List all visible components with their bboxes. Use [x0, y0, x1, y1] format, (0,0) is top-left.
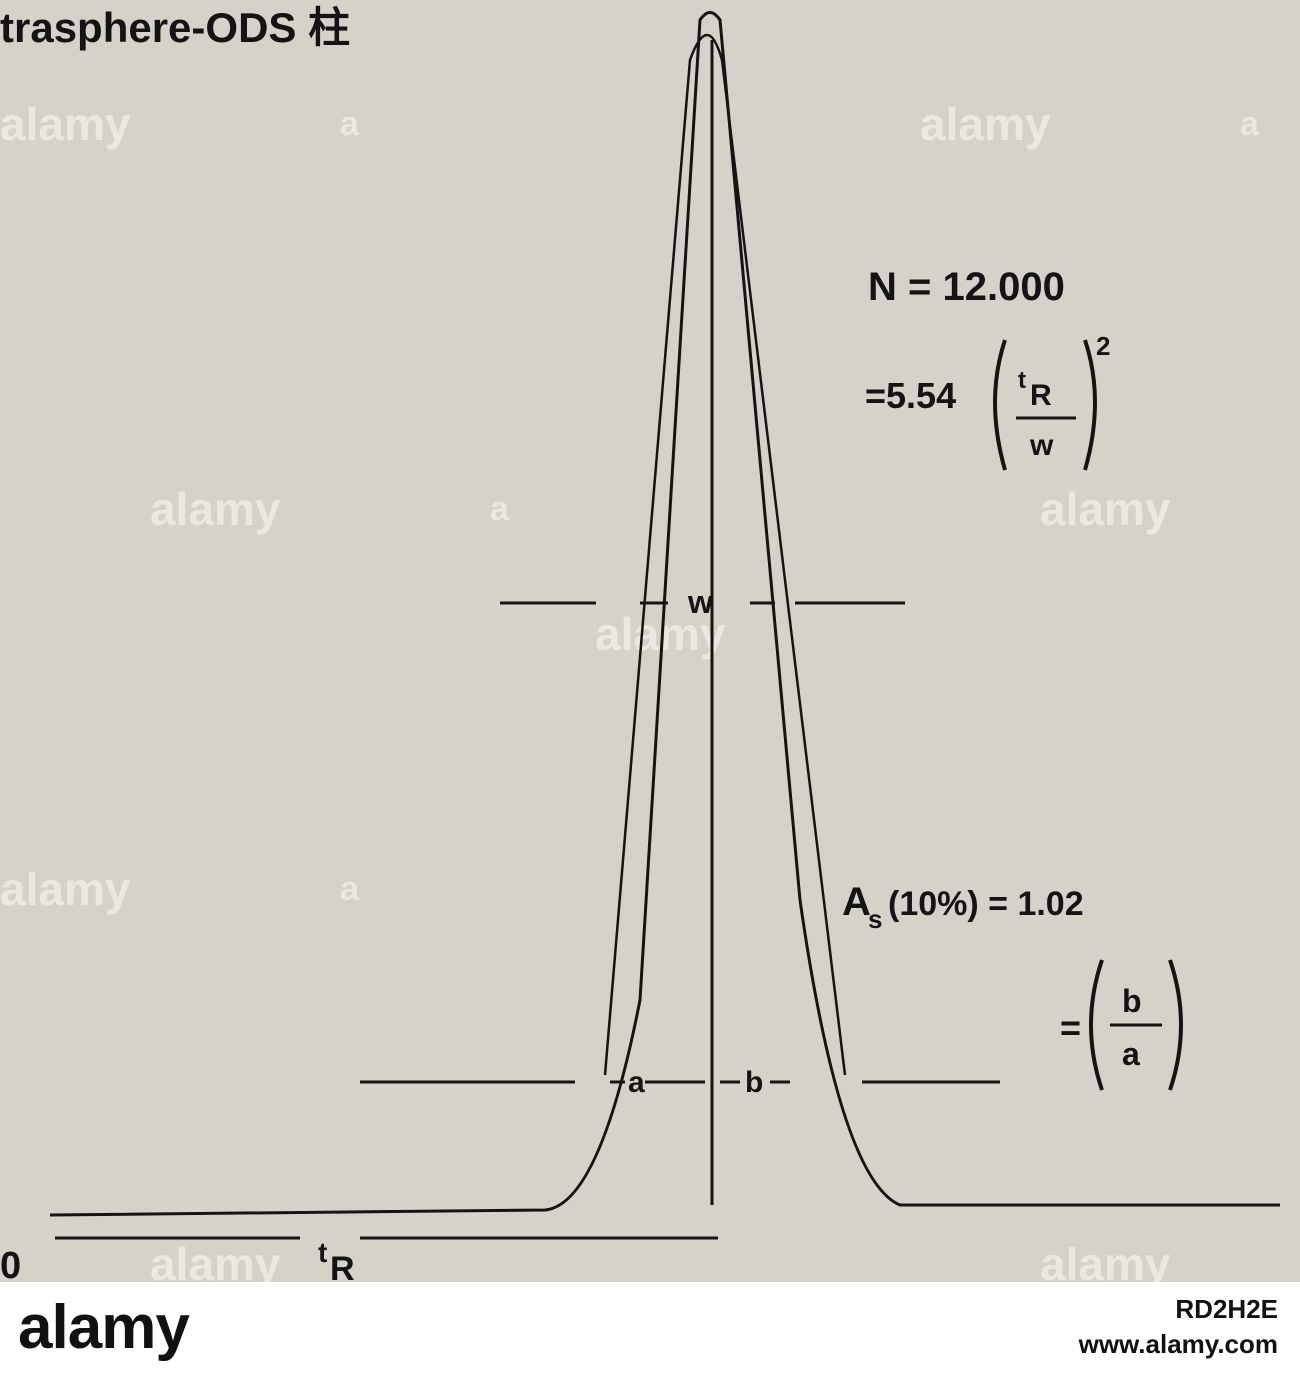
scanned-figure-background [0, 0, 1300, 1282]
tR-axis-symbol: t [318, 1237, 327, 1268]
ratio-left-paren [1089, 959, 1104, 1091]
formula-exponent: 2 [1096, 331, 1110, 361]
chromatogram-peak-curve [49, 11, 1280, 1217]
watermark-letter: a [340, 105, 360, 143]
stock-photo-footer: alamy RD2H2E www.alamy.com [0, 1282, 1300, 1376]
watermark-text: alamy [1040, 483, 1171, 535]
tR-axis-subscript: R [330, 1250, 355, 1282]
formula-right-paren [1083, 339, 1097, 471]
footer-site-url[interactable]: www.alamy.com [1078, 1329, 1278, 1359]
b-marker-label: b [745, 1066, 763, 1099]
watermark-text: alamy [150, 483, 281, 535]
formula-left-paren [993, 339, 1007, 471]
origin-label: 0 [0, 1245, 21, 1282]
footer-id-block: RD2H2E www.alamy.com [1079, 1294, 1278, 1360]
watermark-letter: a [1240, 105, 1260, 143]
ratio-right-paren [1168, 959, 1183, 1091]
watermark-letter: a [340, 870, 360, 908]
plate-count-label: N = 12.000 [868, 265, 1065, 309]
footer-image-id: RD2H2E [1175, 1294, 1278, 1324]
footer-logo: alamy [18, 1293, 190, 1362]
ratio-denominator: a [1122, 1036, 1140, 1072]
formula-tR-symbol: t [1018, 367, 1026, 394]
w-marker-label: w [687, 584, 713, 620]
watermark-text: alamy [150, 1238, 281, 1282]
watermark-text: alamy [920, 98, 1051, 150]
ratio-numerator: b [1122, 983, 1142, 1019]
formula-tR-subscript: R [1030, 379, 1052, 412]
formula-w-symbol: w [1029, 429, 1054, 462]
watermark-layer: alamy a alamy a alamy a alamy alamy alam… [0, 98, 1260, 1282]
watermark-text: alamy [0, 98, 131, 150]
asymmetry-value: (10%) = 1.02 [888, 885, 1084, 923]
asymmetry-subscript: s [868, 904, 882, 934]
chromatogram-figure: alamy a alamy a alamy a alamy alamy alam… [0, 4, 1280, 1282]
peak-inner-envelope [603, 34, 847, 1076]
ratio-prefix: = [1060, 1007, 1081, 1048]
column-title: trasphere-ODS 柱 [0, 4, 350, 51]
watermark-text: alamy [1040, 1238, 1171, 1282]
a-marker-label: a [628, 1066, 645, 1099]
watermark-text: alamy [0, 863, 131, 915]
watermark-letter: a [490, 490, 510, 528]
asymmetry-label: A [842, 880, 871, 924]
plate-formula-prefix: =5.54 [865, 375, 956, 416]
